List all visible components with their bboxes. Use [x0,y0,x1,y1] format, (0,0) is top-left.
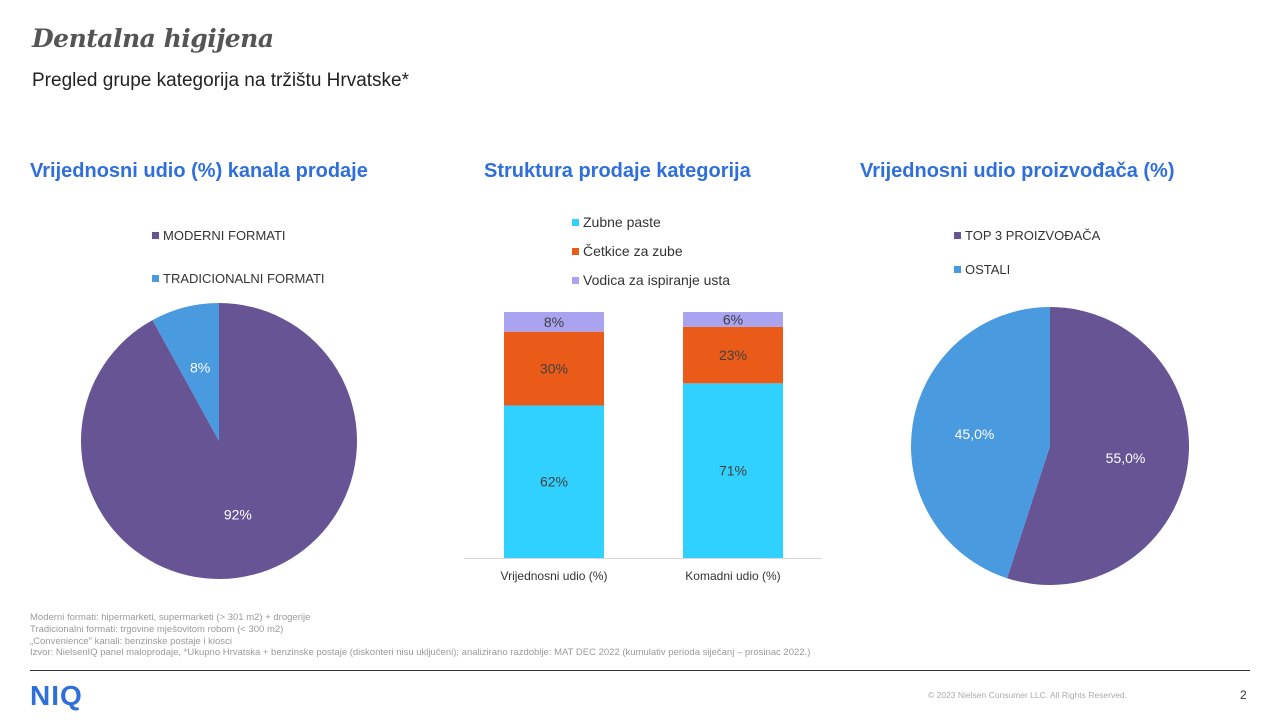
legend-label: TRADICIONALNI FORMATI [163,271,325,286]
page-title: Dentalna higijena [32,24,274,53]
left-chart-title: Vrijednosni udio (%) kanala prodaje [30,160,368,182]
legend-swatch [572,248,579,256]
channel-pie-slice-1 [152,303,219,441]
footnote: Moderni formati: hipermarketi, supermark… [30,612,311,623]
x-tick-label-0: Vrijednosni udio (%) [501,569,608,583]
bar-segment-0-2 [504,312,604,332]
middle-chart-title: Struktura prodaje kategorija [484,160,751,182]
x-tick-label-1: Komadni udio (%) [685,569,780,583]
legend-label: Vodica za ispiranje usta [583,272,731,288]
manufacturer-pie-data-label-1: 45,0% [955,426,995,442]
channel-pie-data-label-0: 92% [224,507,252,523]
legend-swatch [152,232,159,240]
copyright-text: © 2023 Nielsen Consumer LLC. All Rights … [928,690,1128,700]
legend-swatch [572,277,579,285]
bar-segment-0-1 [504,331,604,406]
legend-item-cetkice: Četkice za zube [572,243,683,259]
bar-data-label-0-0: 62% [540,474,568,490]
bar-segment-1-1 [683,326,783,384]
legend-item-zubne-paste: Zubne paste [572,214,661,230]
footnote: Izvor: NielsenIQ panel maloprodaje, *Uku… [30,647,811,659]
legend-label: Četkice za zube [583,243,683,259]
bar-data-label-0-2: 8% [544,314,564,330]
footnotes: Moderni formati: hipermarketi, supermark… [30,612,810,659]
legend-swatch [954,266,961,274]
footnote: Tradicionalni formati: trgovine mješovit… [30,623,284,635]
legend-label: OSTALI [965,262,1011,277]
legend-label: MODERNI FORMATI [163,228,286,243]
bar-data-label-1-0: 71% [719,463,747,479]
bar-segment-0-0 [504,405,604,558]
legend-label: TOP 3 PROIZVOĐAČA [965,228,1101,243]
legend-swatch [572,219,579,227]
page-number: 2 [1240,688,1247,702]
bar-segment-1-2 [683,312,783,327]
channel-pie-data-label-1: 8% [190,359,210,375]
bar-segment-1-0 [683,383,783,558]
right-chart-title: Vrijednosni udio proizvođača (%) [860,160,1175,182]
channel-pie-slice-0 [80,303,357,579]
legend-swatch [954,232,961,240]
manufacturer-pie-data-label-0: 55,0% [1106,450,1146,466]
footnote: „Convenience" kanali: benzinske postaje … [30,635,232,647]
legend-item-vodica: Vodica za ispiranje usta [572,272,730,288]
niq-logo: NIQ [30,680,83,711]
legend-item-ostali: OSTALI [954,262,1010,277]
manufacturer-pie-slice-0 [1007,307,1190,586]
manufacturer-pie-slice-1 [911,307,1050,579]
page-subtitle: Pregled grupe kategorija na tržištu Hrva… [32,70,410,91]
bar-data-label-0-1: 30% [540,361,568,377]
footer-divider [30,670,1250,671]
bar-data-label-1-2: 6% [723,311,743,327]
legend-item-top3: TOP 3 PROIZVOĐAČA [954,228,1100,243]
legend-item-moderni: MODERNI FORMATI [152,228,286,243]
legend-label: Zubne paste [583,214,661,230]
legend-swatch [152,275,159,283]
bar-data-label-1-1: 23% [719,347,747,363]
legend-item-tradicionalni: TRADICIONALNI FORMATI [152,271,325,286]
